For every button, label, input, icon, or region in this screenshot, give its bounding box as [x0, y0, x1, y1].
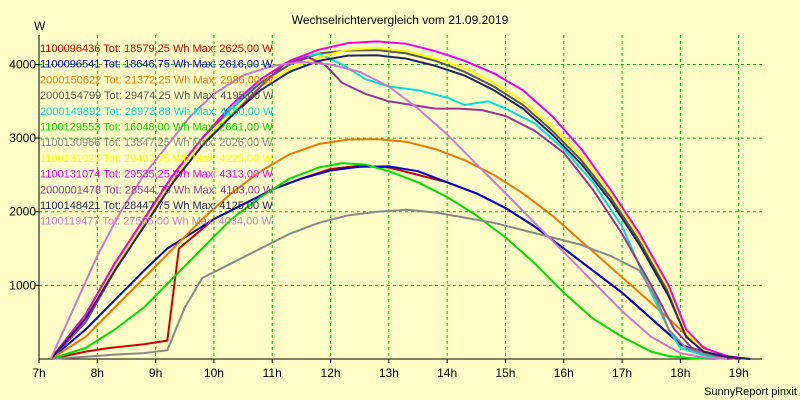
x-tick-label: 11h: [263, 366, 282, 380]
x-tick-label: 7h: [32, 366, 45, 380]
axes: 7h 8h 9h 10h 11h 12h 13h 14h 15h 16h 17h 18h 19h 1000…: [9, 35, 762, 380]
series-line-6: [50, 162, 716, 360]
series-lines: [49, 40, 751, 360]
legend: 1100096436 Tot: 18579,25 Wh Max: 2625,00…: [40, 43, 274, 228]
series-line-9: [49, 40, 751, 360]
x-tick-label: 15h: [495, 366, 515, 380]
legend-entry-3: 2000150622 Tot: 21372,25 Wh Max: 2986,00…: [40, 74, 274, 86]
legend-entry-11: 1100148421 Tot: 28447,75 Wh Max: 4125,00…: [40, 200, 273, 212]
x-tick-label: 13h: [379, 366, 399, 380]
x-tick-label: 10h: [204, 366, 224, 380]
y-axis-unit: W: [34, 19, 46, 33]
series-line-11: [49, 54, 751, 360]
y-tick-label: 1000: [9, 278, 36, 292]
series-line-12: [49, 61, 728, 360]
legend-entry-12: 1100119477 Tot: 27505,00 Wh Max: 4034,00…: [40, 216, 272, 228]
x-tick-label: 16h: [554, 366, 574, 380]
legend-entry-8: 1100131025 Tot: 29432,75 Wh Max: 4225,00…: [40, 153, 273, 165]
series-line-8: [49, 46, 751, 360]
series-line-2: [50, 165, 739, 360]
grid: [39, 35, 762, 359]
chart-title: Wechselrichtervergleich vom 21.09.2019: [292, 13, 509, 27]
legend-entry-2: 1100096541 Tot: 18646,75 Wh Max: 2616,00…: [40, 59, 273, 71]
y-tick-label: 4000: [9, 57, 36, 71]
x-tick-label: 17h: [612, 366, 632, 380]
series-line-3: [50, 138, 739, 360]
y-tick-label: 3000: [9, 131, 36, 145]
legend-entry-9: 1100131074 Tot: 29535,25 Wh Max: 4313,00…: [40, 169, 273, 181]
legend-entry-7: 1100130966 Tot: 13847,25 Wh Max: 2026,00…: [40, 137, 273, 149]
legend-entry-5: 2000149892 Tot: 28973,88 Wh Max: 4150,00…: [40, 106, 274, 118]
legend-entry-10: 2000001478 Tot: 28544,75 Wh Max: 4103,00…: [40, 184, 274, 196]
x-tick-label: 19h: [729, 366, 749, 380]
legend-entry-1: 1100096436 Tot: 18579,25 Wh Max: 2625,00…: [40, 43, 273, 55]
chart-credit: SunnyReport pinxit: [704, 386, 797, 398]
series-line-7: [50, 208, 739, 360]
x-tick-label: 18h: [670, 366, 690, 380]
legend-entry-6: 1100129553 Tot: 16048,00 Wh Max: 2661,00…: [40, 122, 273, 134]
x-tick-label: 9h: [149, 366, 162, 380]
y-tick-label: 2000: [9, 205, 36, 219]
x-tick-label: 14h: [437, 366, 457, 380]
legend-entry-4: 2000154799 Tot: 29474,25 Wh Max: 4195,00…: [40, 90, 274, 102]
x-tick-label: 8h: [91, 366, 104, 380]
x-tick-label: 12h: [321, 366, 341, 380]
